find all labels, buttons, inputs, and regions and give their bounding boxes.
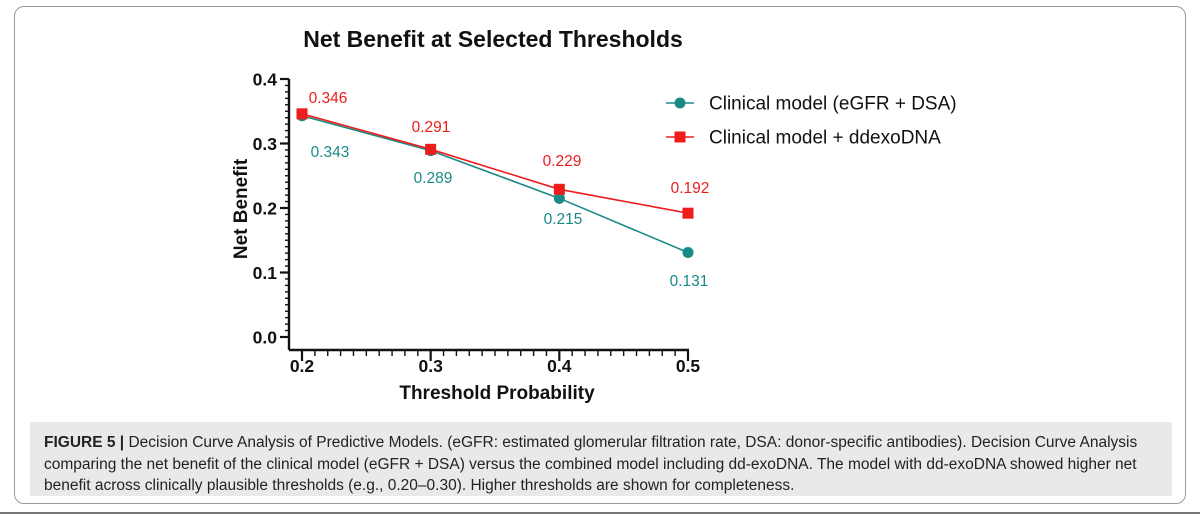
y-tick-label: 0.0	[253, 328, 278, 348]
y-axis-label: Net Benefit	[231, 158, 252, 259]
data-point-ddexodna	[682, 207, 694, 219]
legend-marker	[674, 131, 686, 143]
caption-label: FIGURE 5 |	[44, 434, 125, 451]
data-label-clinical: 0.131	[670, 273, 709, 290]
x-tick-label: 0.2	[290, 356, 315, 376]
figure-frame	[14, 6, 1186, 504]
data-point-clinical	[682, 247, 694, 259]
figure-caption: FIGURE 5 | Decision Curve Analysis of Pr…	[30, 422, 1172, 496]
x-tick-label: 0.3	[419, 356, 444, 376]
x-tick-label: 0.5	[676, 356, 701, 376]
data-label-ddexodna: 0.229	[543, 153, 582, 170]
data-label-clinical: 0.215	[544, 211, 583, 228]
data-label-ddexodna: 0.192	[671, 180, 710, 197]
caption-text: Decision Curve Analysis of Predictive Mo…	[44, 434, 1138, 494]
chart-title: Net Benefit at Selected Thresholds	[303, 26, 683, 52]
series-line-clinical	[301, 114, 689, 254]
y-tick-label: 0.1	[253, 263, 278, 283]
x-tick-label: 0.4	[547, 356, 572, 376]
data-label-clinical: 0.289	[414, 170, 453, 187]
legend-label: Clinical model + ddexoDNA	[709, 128, 941, 149]
series-layer: 0.343 0.289 0.215 0.131 0.346 0.291 0.229 0.192	[296, 90, 710, 290]
data-point-ddexodna	[296, 108, 308, 120]
data-point-ddexodna	[425, 143, 437, 155]
legend-label: Clinical model (eGFR + DSA)	[709, 94, 957, 115]
y-tick-label: 0.4	[253, 70, 278, 90]
data-point-clinical	[553, 192, 565, 204]
data-label-ddexodna: 0.346	[309, 90, 348, 107]
chart: Net Benefit at Selected Thresholds Net B…	[231, 26, 957, 404]
series-line-ddexodna	[301, 113, 689, 214]
y-tick-label: 0.3	[253, 134, 278, 154]
data-label-clinical: 0.343	[311, 144, 350, 161]
axes: 0.0 0.1 0.2 0.3 0.4 0.2 0.3 0.4 0.5	[253, 70, 701, 377]
x-axis-label: Threshold Probability	[399, 383, 595, 404]
y-tick-label: 0.2	[253, 199, 278, 219]
bottom-rule	[0, 512, 1200, 514]
data-point-ddexodna	[553, 183, 565, 195]
legend: Clinical model (eGFR + DSA) Clinical mode…	[666, 94, 957, 149]
legend-marker	[674, 97, 686, 109]
data-label-ddexodna: 0.291	[412, 119, 451, 136]
